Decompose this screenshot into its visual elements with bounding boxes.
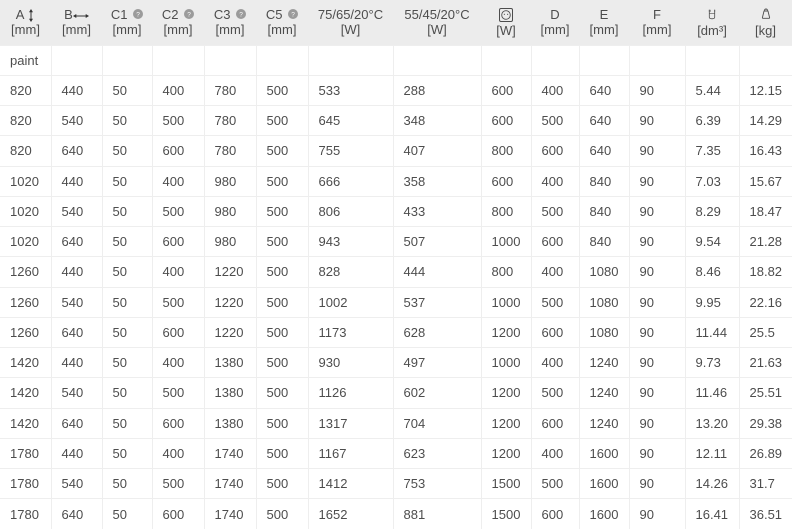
svg-text:?: ? [187, 12, 191, 19]
svg-text:?: ? [239, 12, 243, 19]
svg-text:?: ? [136, 12, 140, 19]
svg-text:?: ? [291, 12, 295, 19]
